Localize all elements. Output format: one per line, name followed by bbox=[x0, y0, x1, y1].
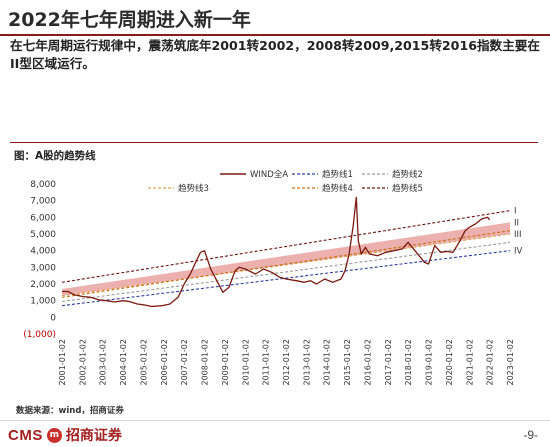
x-tick-label: 2023-01-02 bbox=[506, 339, 515, 386]
y-tick-label: 1,000 bbox=[30, 297, 56, 307]
legend-label: WIND全A bbox=[250, 169, 288, 180]
logo-badge-icon: m bbox=[46, 427, 62, 443]
x-tick-label: 2015-01-02 bbox=[343, 339, 352, 386]
page-title: 2022年七年周期进入新一年 bbox=[8, 9, 251, 31]
region-annotation: III bbox=[514, 230, 522, 240]
footer-rule bbox=[0, 420, 550, 421]
x-tick-label: 2005-01-02 bbox=[139, 339, 148, 386]
y-tick-label: (1,000) bbox=[23, 330, 56, 340]
trend-line-1 bbox=[61, 250, 511, 307]
x-tick-label: 2019-01-02 bbox=[425, 339, 434, 386]
region-annotation: IV bbox=[514, 247, 523, 257]
legend-label: 趋势线5 bbox=[392, 183, 423, 194]
region-annotation: II bbox=[514, 218, 519, 228]
x-tick-label: 2006-01-02 bbox=[160, 339, 169, 386]
y-tick-label: 2,000 bbox=[30, 280, 56, 290]
trend-line-2 bbox=[61, 241, 511, 303]
index-line bbox=[62, 196, 491, 308]
x-tick-label: 2014-01-02 bbox=[323, 339, 332, 386]
body-text: 在七年周期运行规律中，震荡筑底年2001转2002，2008转2009,2015… bbox=[10, 38, 540, 71]
legend-label: 趋势线2 bbox=[392, 169, 423, 180]
x-tick-label: 2010-01-02 bbox=[241, 339, 250, 386]
trend-chart: (1,000) 0 1,000 2,000 3,000 4,000 5,000 6,000 7,… bbox=[23, 169, 523, 386]
x-tick-label: 2021-01-02 bbox=[465, 339, 474, 386]
x-tick-label: 2007-01-02 bbox=[180, 339, 189, 386]
y-tick-label: 5,000 bbox=[30, 230, 56, 240]
legend-label: 趋势线4 bbox=[322, 183, 353, 194]
y-tick-label: 7,000 bbox=[30, 197, 56, 207]
title-rule bbox=[0, 34, 550, 36]
x-tick-label: 2013-01-02 bbox=[302, 339, 311, 386]
x-tick-label: 2012-01-02 bbox=[282, 339, 291, 386]
company-logo: CMS m 招商证券 bbox=[8, 425, 122, 445]
y-tick-label: 0 bbox=[50, 313, 56, 323]
x-tick-label: 2016-01-02 bbox=[363, 339, 372, 386]
x-tick-label: 2004-01-02 bbox=[119, 339, 128, 386]
x-tick-label: 2020-01-02 bbox=[445, 339, 454, 386]
x-tick-label: 2008-01-02 bbox=[201, 339, 210, 386]
x-tick-label: 2022-01-02 bbox=[486, 339, 495, 386]
source-note: 数据来源：wind，招商证券 bbox=[16, 406, 124, 416]
x-tick-label: 2018-01-02 bbox=[404, 339, 413, 386]
x-tick-label: 2001-01-02 bbox=[58, 339, 67, 386]
chart-rule bbox=[10, 142, 538, 143]
region-annotation: I bbox=[514, 207, 517, 217]
y-tick-label: 8,000 bbox=[30, 180, 56, 190]
logo-company-name: 招商证券 bbox=[65, 428, 122, 444]
trend-line-4 bbox=[61, 230, 511, 298]
x-tick-label: 2009-01-02 bbox=[221, 339, 230, 386]
x-tick-label: 2017-01-02 bbox=[384, 339, 393, 386]
trend-line-3 bbox=[61, 233, 511, 297]
x-tick-label: 2002-01-02 bbox=[78, 339, 87, 386]
trend-line-5 bbox=[61, 210, 511, 283]
x-tick-label: 2011-01-02 bbox=[262, 339, 271, 386]
x-tick-label: 2003-01-02 bbox=[99, 339, 108, 386]
logo-text: CMS bbox=[8, 426, 43, 444]
y-tick-label: 6,000 bbox=[30, 213, 56, 223]
trend-band bbox=[62, 222, 510, 296]
y-tick-label: 3,000 bbox=[30, 263, 56, 273]
y-tick-label: 4,000 bbox=[30, 247, 56, 257]
legend-label: 趋势线1 bbox=[322, 169, 353, 180]
legend-label: 趋势线3 bbox=[178, 183, 209, 194]
page-number: -9- bbox=[523, 428, 538, 442]
chart-title: 图：A股的趋势线 bbox=[14, 150, 96, 162]
